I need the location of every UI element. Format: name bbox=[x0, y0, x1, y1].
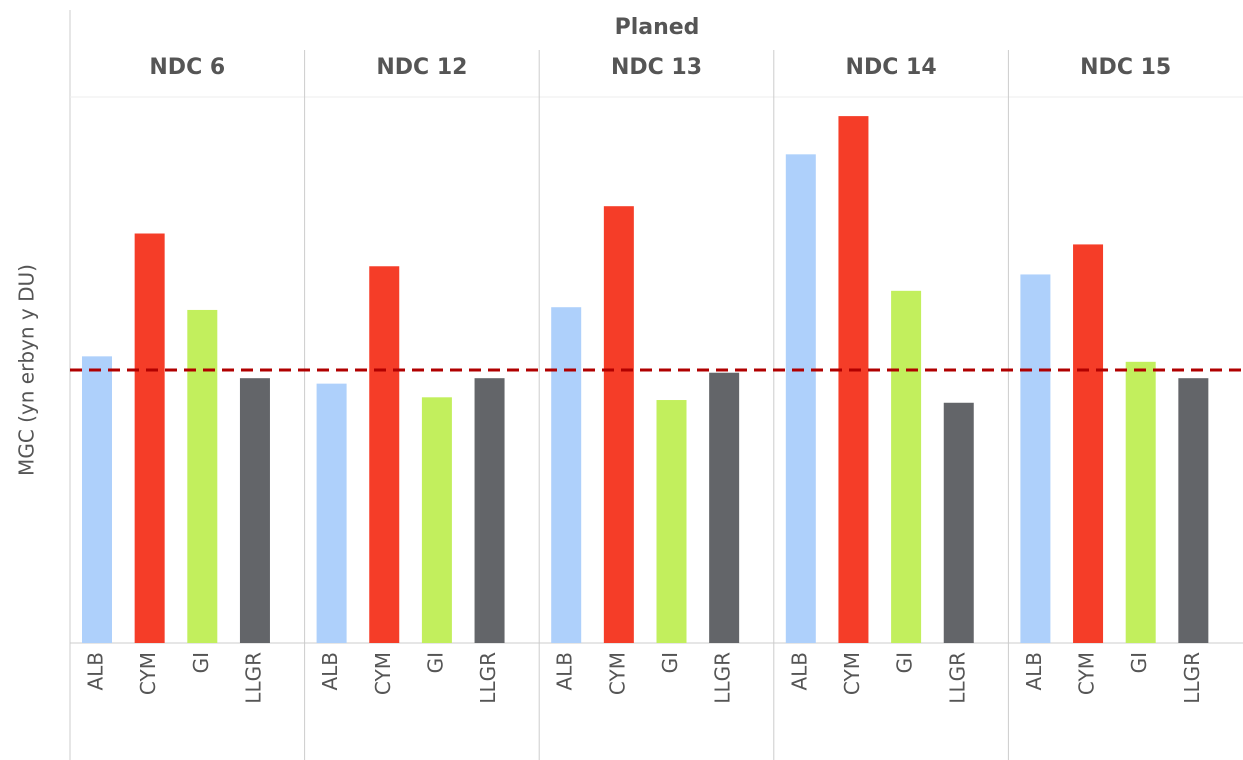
bar bbox=[421, 397, 452, 643]
x-tick-label: ALB bbox=[553, 652, 577, 691]
x-tick-label: CYM bbox=[136, 652, 160, 695]
bar bbox=[134, 233, 165, 643]
panel-header: NDC 14 bbox=[846, 55, 937, 80]
bar bbox=[891, 290, 922, 643]
bar bbox=[1178, 378, 1209, 643]
x-tick-label: LLGR bbox=[1180, 652, 1204, 704]
x-tick-label: LLGR bbox=[476, 652, 500, 704]
panel-header: NDC 12 bbox=[376, 55, 467, 80]
x-tick-label: ALB bbox=[787, 652, 811, 691]
bar bbox=[187, 309, 218, 643]
x-tick-label: LLGR bbox=[945, 652, 969, 704]
x-tick-label: GI bbox=[423, 652, 447, 673]
x-tick-label: LLGR bbox=[711, 652, 735, 704]
x-tick-label: CYM bbox=[1075, 652, 1099, 695]
x-tick-label: LLGR bbox=[241, 652, 265, 704]
bar bbox=[82, 356, 112, 643]
panel-header: NDC 6 bbox=[149, 55, 225, 80]
bar bbox=[785, 154, 816, 643]
panel-header: NDC 13 bbox=[611, 55, 702, 80]
bar bbox=[709, 372, 740, 643]
bar bbox=[1073, 244, 1104, 644]
header: Planed bbox=[615, 15, 700, 40]
bar bbox=[603, 206, 634, 643]
x-tick-label: CYM bbox=[605, 652, 629, 695]
x-tick-label: GI bbox=[189, 652, 213, 673]
bar bbox=[838, 116, 869, 644]
x-tick-label: ALB bbox=[1022, 652, 1046, 691]
x-tick-label: GI bbox=[658, 652, 682, 673]
bar bbox=[1020, 274, 1051, 643]
bar bbox=[316, 383, 347, 643]
bar bbox=[551, 307, 582, 643]
x-tick-label: GI bbox=[893, 652, 917, 673]
x-tick-label: CYM bbox=[840, 652, 864, 695]
bar bbox=[369, 266, 400, 643]
x-tick-label: ALB bbox=[84, 652, 108, 691]
bar bbox=[1125, 361, 1156, 643]
panel-header: NDC 15 bbox=[1080, 55, 1171, 80]
bar bbox=[474, 378, 505, 643]
x-tick-label: CYM bbox=[371, 652, 395, 695]
bar bbox=[943, 402, 974, 643]
x-tick-label: GI bbox=[1127, 652, 1151, 673]
bar bbox=[656, 400, 687, 643]
bar bbox=[239, 378, 270, 643]
x-tick-label: ALB bbox=[318, 652, 342, 691]
y-axis-label: MGC (yn erbyn y DU) bbox=[15, 264, 39, 476]
